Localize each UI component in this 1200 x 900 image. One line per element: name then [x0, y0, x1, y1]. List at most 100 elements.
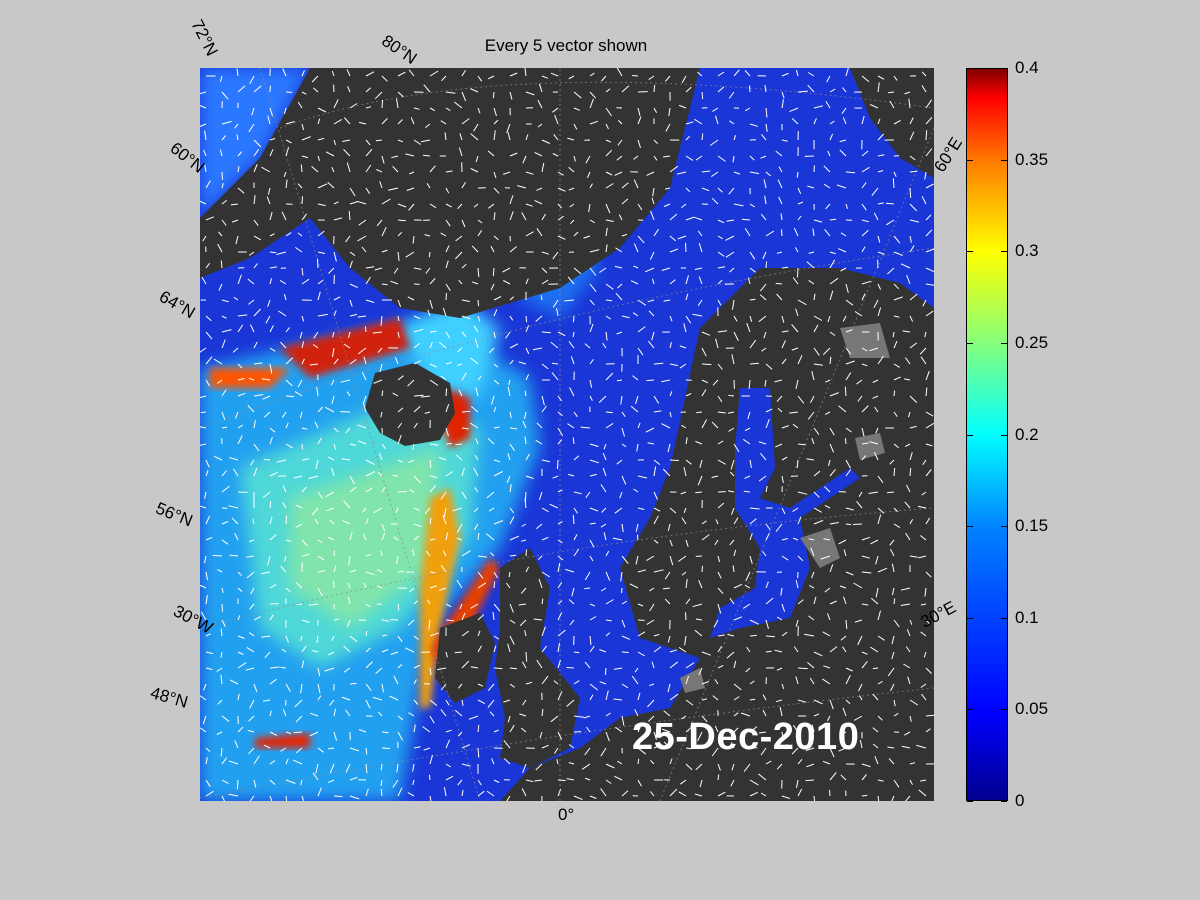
vector-arrow — [204, 491, 207, 499]
vector-arrow — [697, 71, 703, 77]
vector-arrow — [349, 251, 356, 257]
vector-arrow — [204, 555, 207, 564]
vector-arrow — [333, 731, 338, 741]
vector-arrow — [875, 587, 879, 598]
vector-arrow — [845, 507, 854, 511]
vector-arrow — [861, 455, 867, 461]
vector-arrow — [749, 171, 760, 175]
vector-arrow — [317, 539, 323, 544]
vector-arrow — [781, 744, 788, 749]
vector-arrow — [412, 443, 415, 451]
vector-arrow — [891, 635, 895, 645]
vector-arrow — [262, 699, 271, 702]
vector-arrow — [461, 699, 464, 706]
vector-arrow — [585, 726, 591, 733]
vector-arrow — [282, 709, 287, 717]
vector-arrow — [680, 779, 687, 785]
vector-arrow — [397, 331, 400, 338]
vector-arrow — [681, 715, 687, 720]
vector-arrow — [749, 791, 759, 797]
vector-arrow — [861, 536, 871, 541]
vector-arrow — [845, 571, 854, 576]
vector-arrow — [413, 422, 418, 429]
vector-arrow — [422, 726, 431, 733]
vector-arrow — [621, 443, 627, 448]
vector-arrow — [357, 424, 367, 429]
plot-title: Every 5 vector shown — [484, 36, 648, 55]
vector-arrow — [889, 539, 895, 546]
vector-arrow — [441, 75, 447, 82]
vector-arrow — [909, 518, 914, 525]
vector-arrow — [217, 699, 223, 705]
vector-arrow — [280, 666, 287, 669]
ocean-current-map[interactable]: 25-Dec-2010 — [200, 68, 934, 801]
vector-arrow — [701, 698, 708, 701]
vector-arrow — [731, 354, 735, 365]
vector-arrow — [858, 683, 863, 692]
vector-arrow — [261, 635, 271, 638]
vector-arrow — [568, 75, 575, 80]
vector-arrow — [263, 459, 271, 461]
vector-arrow — [653, 84, 656, 93]
vector-arrow — [269, 614, 274, 621]
vector-arrow — [221, 339, 226, 349]
vector-arrow — [461, 118, 470, 125]
vector-arrow — [909, 715, 912, 722]
vector-arrow — [520, 539, 527, 542]
vector-arrow — [493, 471, 503, 477]
vector-arrow — [567, 423, 575, 429]
vector-arrow — [680, 491, 687, 495]
vector-arrow — [221, 795, 225, 801]
vector-arrow — [820, 555, 831, 560]
vector-arrow — [669, 539, 673, 547]
vector-arrow — [653, 646, 662, 653]
vector-arrow — [852, 523, 863, 525]
vector-arrow — [424, 411, 431, 414]
vector-arrow — [615, 247, 623, 253]
vector-arrow — [792, 724, 799, 733]
vector-arrow — [893, 467, 896, 477]
vector-arrow — [781, 731, 784, 740]
vector-arrow — [204, 164, 207, 173]
vector-arrow — [749, 315, 753, 322]
vector-arrow — [381, 283, 388, 286]
vector-arrow — [311, 75, 319, 83]
vector-arrow — [797, 443, 806, 446]
vector-arrow — [662, 468, 671, 477]
vector-arrow — [621, 790, 629, 797]
vector-arrow — [550, 715, 559, 723]
vector-arrow — [365, 266, 375, 269]
vector-arrow — [285, 422, 289, 429]
vector-arrow — [893, 340, 898, 349]
vector-arrow — [509, 427, 518, 430]
vector-arrow — [600, 484, 607, 493]
vector-arrow — [471, 281, 479, 285]
vector-arrow — [925, 267, 934, 273]
vector-arrow — [872, 379, 879, 383]
vector-arrow — [296, 603, 303, 606]
vector-arrow — [390, 280, 399, 285]
vector-arrow — [845, 674, 851, 685]
vector-arrow — [711, 197, 719, 205]
vector-arrow — [333, 580, 335, 589]
vector-arrow — [662, 728, 671, 733]
vector-arrow — [440, 709, 447, 717]
vector-arrow — [550, 72, 559, 77]
vector-arrow — [838, 248, 847, 253]
vector-arrow — [925, 310, 934, 317]
vector-arrow — [248, 251, 255, 256]
vector-arrow — [762, 251, 767, 260]
vector-arrow — [461, 263, 467, 269]
vector-arrow — [645, 267, 655, 273]
vector-arrow — [612, 537, 623, 541]
vector-arrow — [349, 475, 355, 485]
vector-arrow — [261, 571, 271, 575]
vector-arrow — [341, 696, 351, 701]
vector-arrow — [486, 491, 495, 499]
vector-arrow — [374, 91, 383, 100]
vector-arrow — [637, 235, 645, 244]
vector-arrow — [918, 505, 927, 509]
vector-arrow — [791, 118, 799, 125]
vector-arrow — [541, 162, 545, 173]
vector-arrow — [373, 507, 383, 514]
